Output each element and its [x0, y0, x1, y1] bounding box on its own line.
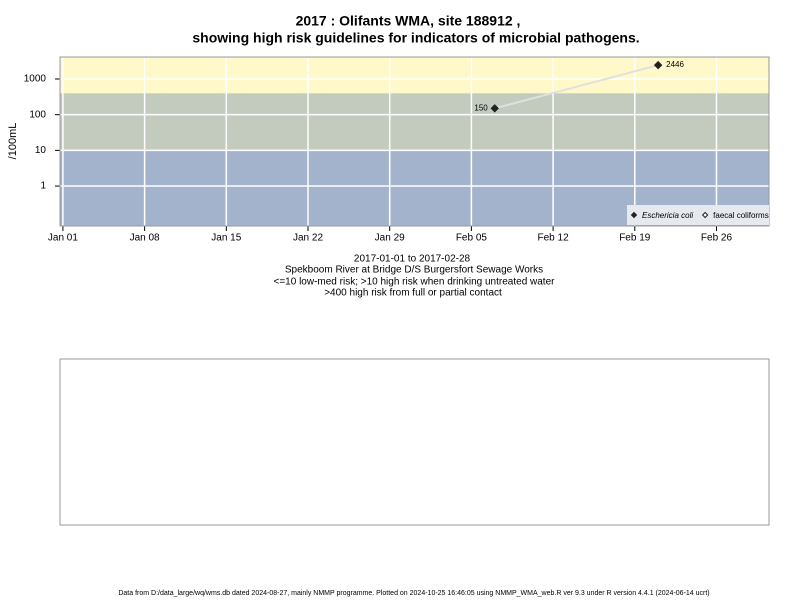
y-tick-label: 100	[29, 109, 46, 120]
x-tick-label: Jan 15	[211, 233, 241, 244]
y-tick-label: 1000	[24, 74, 47, 85]
y-tick-label: 10	[35, 145, 47, 156]
footer: Data from D:/data_large/wq/wms.db dated …	[118, 590, 709, 597]
x-tick-label: Feb 05	[456, 233, 488, 244]
x-tick-label: Jan 22	[293, 233, 323, 244]
data-point	[490, 104, 499, 113]
chart-title: 2017 : Olifants WMA, site 188912 ,	[296, 13, 521, 29]
data-point	[653, 60, 663, 70]
x-tick-label: Jan 01	[48, 233, 78, 244]
legend: Eschericia coli faecal coliforms	[627, 205, 769, 225]
plot-frame	[59, 56, 770, 227]
legend-label: faecal coliforms	[713, 211, 769, 220]
legend-marker	[701, 211, 709, 219]
series-line	[494, 64, 659, 110]
x-tick-label: Feb 26	[701, 233, 733, 244]
subtitle: 2017-01-01 to 2017-02-28	[354, 254, 471, 265]
subtitle: >400 high risk from full or partial cont…	[324, 288, 502, 299]
x-tick-label: Feb 19	[619, 233, 651, 244]
subtitle: <=10 low-med risk; >10 high risk when dr…	[274, 277, 556, 288]
y-axis-label: /100mL	[7, 123, 19, 160]
y-tick-label: 1	[40, 181, 46, 192]
legend-marker	[630, 211, 638, 219]
risk-band	[60, 57, 769, 94]
data-label: 150	[474, 103, 488, 112]
legend-box	[627, 205, 769, 225]
x-tick-label: Feb 12	[538, 233, 570, 244]
x-tick-label: Jan 29	[375, 233, 405, 244]
legend-label: Eschericia coli	[642, 211, 693, 220]
x-tick-label: Jan 08	[130, 233, 160, 244]
empty-panel	[59, 358, 770, 526]
chart-title-line2: showing high risk guidelines for indicat…	[192, 30, 639, 46]
data-label: 2446	[666, 60, 684, 69]
risk-band	[60, 93, 769, 151]
subtitle: Spekboom River at Bridge D/S Burgersfort…	[285, 265, 543, 276]
